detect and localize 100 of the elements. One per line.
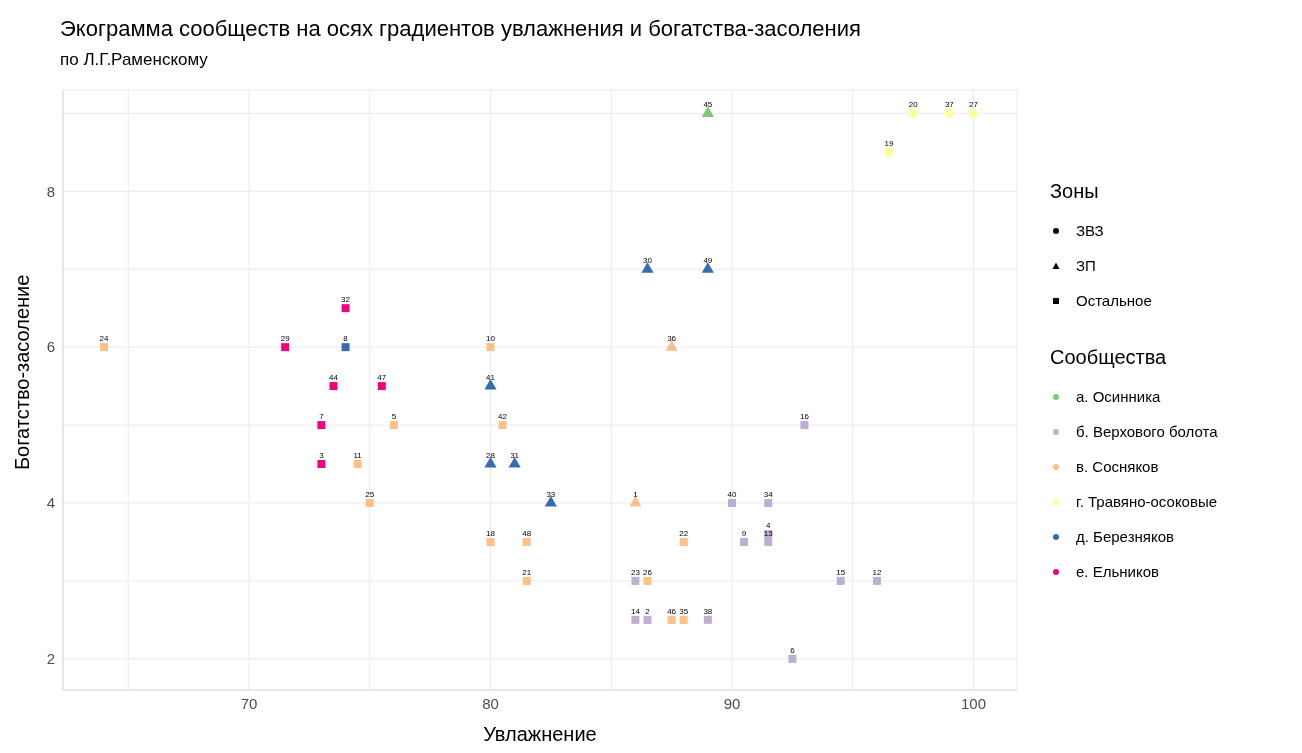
point	[884, 147, 894, 157]
annotation: 30	[643, 256, 653, 266]
legend-label: г. Травяно-осоковые	[1076, 493, 1218, 510]
legend-label: б. Верхового болота	[1076, 423, 1218, 440]
annotation: 42	[498, 412, 508, 422]
annotation: 11	[353, 451, 363, 461]
chart-subtitle: по Л.Г.Раменскому	[60, 50, 208, 70]
legend-label: Остальное	[1076, 292, 1152, 309]
y-tick-label: 6	[46, 338, 55, 356]
x-tick-label: 90	[723, 694, 741, 712]
legend-label: д. Березняков	[1076, 528, 1174, 545]
annotation: 20	[908, 100, 919, 110]
annotation: 2	[645, 606, 651, 616]
annotation: 33	[546, 489, 556, 499]
point	[679, 615, 688, 624]
legend-label: в. Сосняков	[1076, 458, 1159, 475]
y-tick-label: 4	[46, 494, 55, 512]
point	[522, 576, 531, 585]
annotation: 46	[667, 606, 677, 616]
x-tick-label: 80	[482, 694, 499, 712]
annotation: 9	[741, 528, 747, 538]
annotation: 16	[800, 412, 810, 422]
annotation: 15	[836, 567, 846, 577]
x-tick-label: 70	[240, 694, 258, 712]
point	[703, 615, 712, 624]
point	[740, 537, 749, 546]
point	[872, 576, 881, 585]
point	[764, 498, 773, 507]
point	[667, 615, 676, 624]
y-tick-label: 2	[46, 650, 55, 668]
annotation: 21	[522, 567, 532, 577]
annotation: 37	[944, 100, 955, 110]
annotation: 7	[319, 412, 325, 422]
point	[679, 537, 688, 546]
legend-label: е. Ельников	[1076, 563, 1159, 580]
point	[836, 576, 845, 585]
annotation: 40	[727, 489, 737, 499]
y-axis-title: Богатство-засоление	[11, 274, 34, 470]
point	[389, 421, 398, 430]
point	[631, 576, 640, 585]
point	[969, 108, 979, 118]
point	[100, 343, 109, 352]
point	[643, 576, 652, 585]
x-tick-label: 100	[961, 694, 987, 712]
point	[329, 382, 338, 391]
annotation: 24	[99, 334, 110, 344]
point	[641, 262, 654, 273]
point	[701, 262, 714, 273]
annotation: 4	[766, 521, 772, 531]
annotation: 38	[703, 606, 713, 616]
legend-label: ЗВЗ	[1076, 222, 1104, 239]
point	[631, 615, 640, 624]
point	[484, 457, 497, 468]
annotation: 1	[633, 489, 639, 499]
point	[353, 460, 362, 469]
point	[341, 304, 350, 313]
chart-title: Экограмма сообществ на осях градиентов увлажнения и богатства-засоления	[60, 16, 861, 42]
point	[317, 460, 326, 469]
point	[486, 343, 495, 352]
point	[764, 537, 773, 546]
point	[365, 498, 374, 507]
y-tick-label: 8	[46, 182, 55, 200]
annotation: 10	[486, 334, 496, 344]
point	[728, 498, 737, 507]
annotation: 3	[319, 451, 325, 461]
annotation: 23	[630, 567, 641, 577]
point	[701, 106, 714, 117]
point	[486, 537, 495, 546]
annotation: 27	[969, 100, 979, 110]
annotation: 31	[510, 451, 520, 461]
point	[498, 421, 507, 430]
annotation: 36	[667, 334, 677, 344]
annotation: 34	[763, 489, 774, 499]
annotation: 29	[280, 334, 291, 344]
point	[377, 382, 386, 391]
annotation: 25	[365, 489, 375, 499]
point	[643, 615, 652, 624]
point	[341, 343, 350, 352]
point	[508, 457, 521, 468]
legend-label: ЗП	[1076, 257, 1096, 274]
point	[629, 495, 642, 507]
legend-label: а. Осинника	[1076, 388, 1161, 405]
annotation: 48	[522, 528, 532, 538]
annotation: 44	[329, 373, 339, 383]
annotation: 45	[703, 100, 713, 110]
annotation: 32	[341, 295, 351, 305]
point	[788, 654, 797, 663]
annotation: 41	[486, 373, 496, 383]
x-axis-title: Увлажнение	[483, 723, 597, 745]
annotation: 18	[486, 528, 496, 538]
point	[281, 343, 290, 352]
text: Зоны	[1050, 180, 1099, 202]
annotation: 5	[391, 412, 397, 422]
annotation: 47	[377, 373, 387, 383]
point	[944, 108, 954, 118]
annotation: 35	[679, 606, 689, 616]
annotation: 26	[643, 567, 653, 577]
point	[800, 421, 809, 430]
annotation: 6	[790, 645, 796, 655]
text: Сообщества	[1050, 346, 1167, 368]
